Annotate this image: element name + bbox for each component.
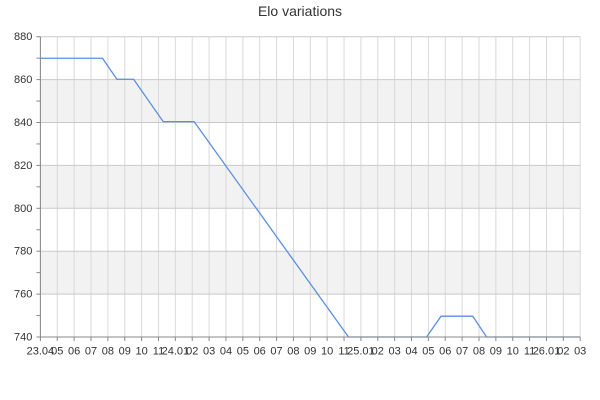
svg-text:820: 820 <box>14 160 32 172</box>
svg-text:840: 840 <box>14 117 32 129</box>
svg-text:03: 03 <box>203 346 215 358</box>
svg-text:10: 10 <box>507 346 519 358</box>
svg-text:07: 07 <box>270 346 282 358</box>
svg-text:09: 09 <box>304 346 316 358</box>
svg-text:760: 760 <box>14 289 32 301</box>
svg-text:03: 03 <box>389 346 401 358</box>
svg-text:25.01: 25.01 <box>347 346 375 358</box>
svg-text:04: 04 <box>405 346 417 358</box>
svg-text:880: 880 <box>14 31 32 43</box>
svg-text:02: 02 <box>557 346 569 358</box>
svg-text:09: 09 <box>490 346 502 358</box>
svg-text:06: 06 <box>439 346 451 358</box>
svg-text:06: 06 <box>68 346 80 358</box>
svg-text:08: 08 <box>287 346 299 358</box>
svg-text:02: 02 <box>186 346 198 358</box>
svg-text:23.04: 23.04 <box>27 346 55 358</box>
svg-text:05: 05 <box>422 346 434 358</box>
svg-text:04: 04 <box>220 346 232 358</box>
svg-text:08: 08 <box>102 346 114 358</box>
svg-text:09: 09 <box>119 346 131 358</box>
svg-text:07: 07 <box>85 346 97 358</box>
svg-text:24.01: 24.01 <box>162 346 190 358</box>
svg-text:02: 02 <box>372 346 384 358</box>
svg-text:10: 10 <box>321 346 333 358</box>
svg-text:10: 10 <box>135 346 147 358</box>
svg-text:08: 08 <box>473 346 485 358</box>
svg-text:05: 05 <box>237 346 249 358</box>
svg-text:07: 07 <box>456 346 468 358</box>
svg-text:Elo variations: Elo variations <box>258 3 342 19</box>
svg-text:800: 800 <box>14 203 32 215</box>
svg-text:740: 740 <box>14 332 32 344</box>
svg-text:26.01: 26.01 <box>533 346 561 358</box>
svg-text:05: 05 <box>51 346 63 358</box>
svg-text:860: 860 <box>14 74 32 86</box>
svg-text:06: 06 <box>254 346 266 358</box>
svg-text:780: 780 <box>14 246 32 258</box>
svg-text:03: 03 <box>574 346 586 358</box>
